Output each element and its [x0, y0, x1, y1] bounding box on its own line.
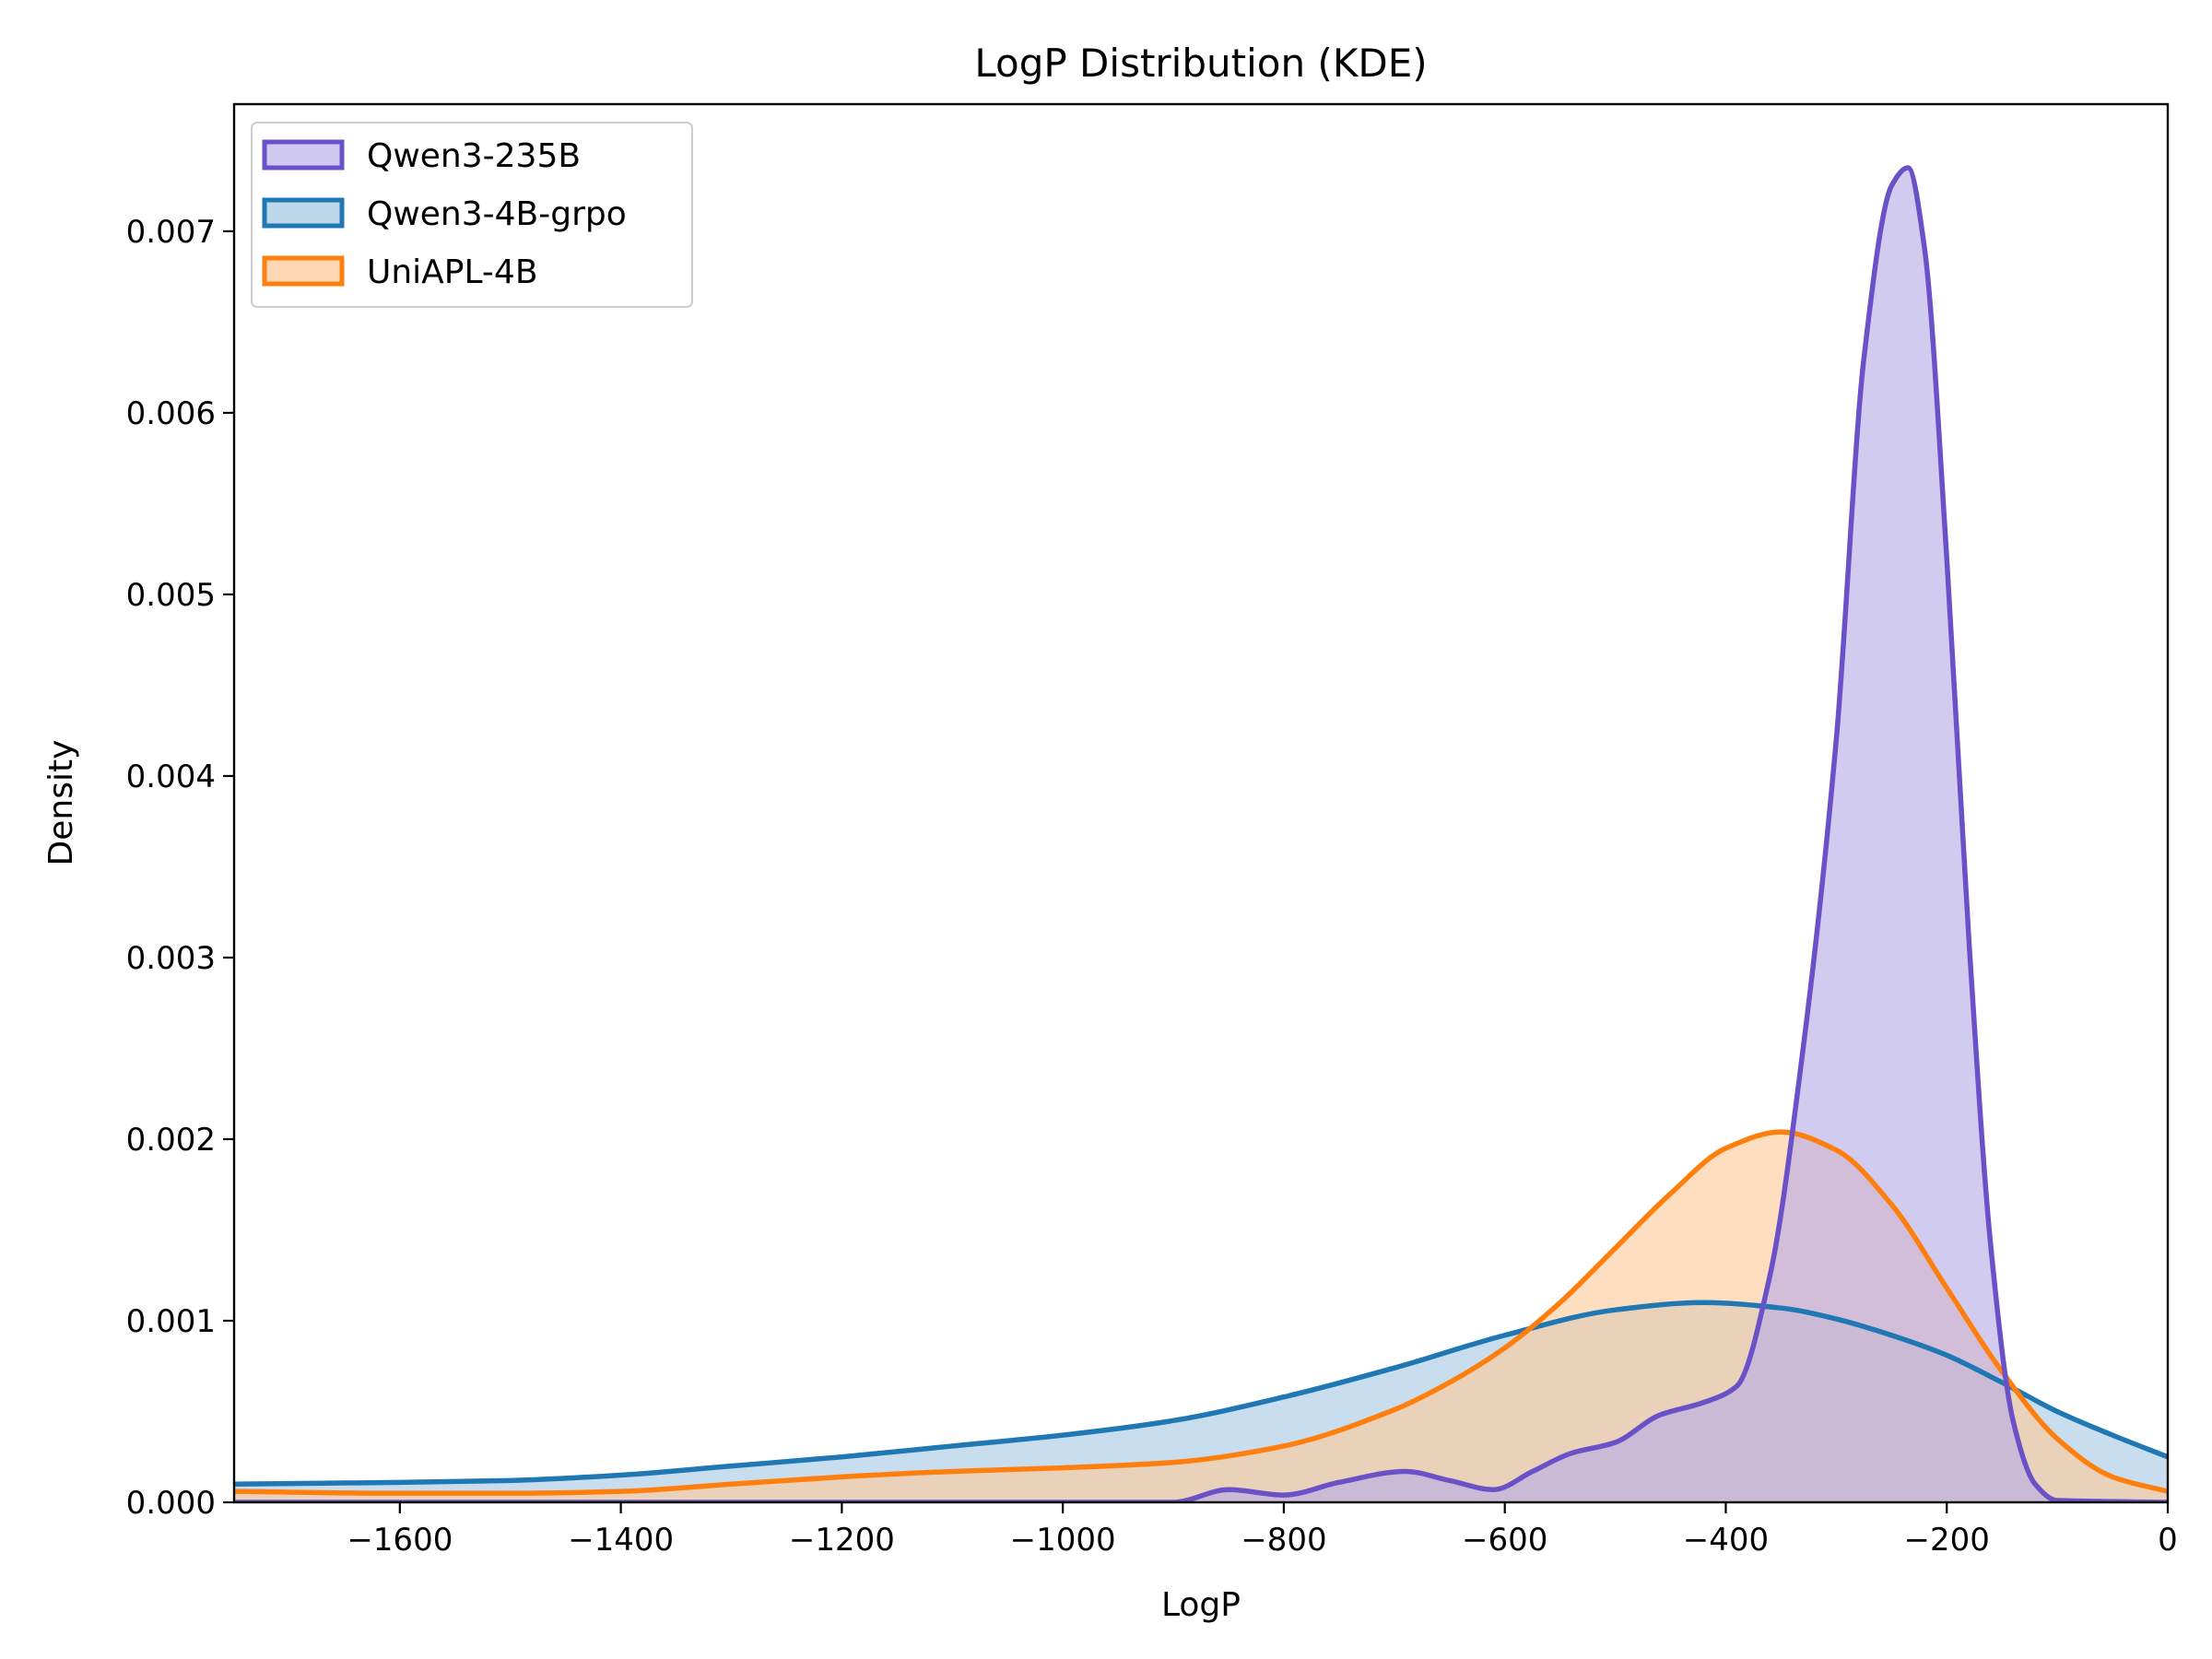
x-tick-label: −1200 — [789, 1522, 895, 1559]
x-tick-label: −200 — [1904, 1522, 1990, 1559]
x-tick-label: 0 — [2158, 1522, 2178, 1559]
legend-label: Qwen3-4B-grpo — [367, 195, 627, 233]
x-tick-label: −600 — [1462, 1522, 1547, 1559]
legend-swatch-qwen3-235b — [262, 139, 345, 171]
legend-box — [251, 122, 693, 308]
y-tick-label: 0.004 — [126, 759, 216, 795]
y-tick-label: 0.002 — [126, 1122, 216, 1159]
x-tick-label: −800 — [1241, 1522, 1326, 1559]
legend-swatch-uniapl-4b — [262, 255, 345, 287]
y-axis-label: Density — [42, 740, 80, 866]
y-axis: 0.000 0.001 0.002 0.003 0.004 0.005 0.006 0.007 — [126, 214, 234, 1522]
legend: Qwen3-235B Qwen3-4B-grpo UniAPL-4B — [251, 122, 693, 308]
x-axis-label: LogP — [1161, 1586, 1241, 1624]
y-tick-label: 0.003 — [126, 940, 216, 977]
series-layer — [234, 165, 2168, 1502]
plot-frame — [232, 102, 2170, 1504]
x-axis: −1600 −1400 −1200 −1000 −800 −600 −400 −200 0 — [347, 1502, 2178, 1559]
y-tick-label: 0.001 — [126, 1303, 216, 1340]
kde-line-qwen3-235b — [234, 165, 2168, 1502]
x-tick-label: −1400 — [568, 1522, 674, 1559]
y-tick-label: 0.005 — [126, 577, 216, 614]
legend-label: UniAPL-4B — [367, 253, 538, 291]
y-tick-label: 0.007 — [126, 214, 216, 251]
kde-line-uniapl-4b — [234, 1129, 2168, 1496]
kde-line-qwen3-4b-grpo — [234, 1300, 2168, 1488]
legend-swatch-qwen3-4b-grpo — [262, 197, 345, 229]
legend-label: Qwen3-235B — [367, 137, 581, 175]
y-tick-label: 0.006 — [126, 395, 216, 432]
chart-title: LogP Distribution (KDE) — [974, 41, 1427, 86]
x-tick-label: −1600 — [347, 1522, 453, 1559]
x-tick-label: −1000 — [1010, 1522, 1116, 1559]
y-tick-label: 0.000 — [126, 1485, 216, 1522]
x-tick-label: −400 — [1683, 1522, 1769, 1559]
